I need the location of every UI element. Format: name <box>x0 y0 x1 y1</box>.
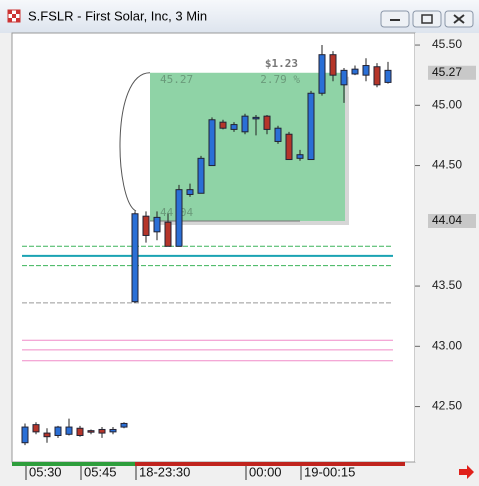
y-tick-label: 43.00 <box>432 338 462 352</box>
candle-body <box>373 66 381 86</box>
candle-body <box>318 54 326 94</box>
candle-body <box>208 119 216 167</box>
y-tick-label: 43.50 <box>432 278 462 292</box>
measure-change: $1.23 <box>265 57 298 70</box>
candle-body <box>230 124 238 130</box>
candle-body <box>43 432 51 438</box>
candle-body <box>164 221 172 247</box>
candle-body <box>307 92 315 161</box>
candle-body <box>285 133 293 161</box>
candle-body <box>87 430 95 433</box>
candle-body <box>263 115 271 130</box>
candle-body <box>384 69 392 83</box>
price-marker-label: 44.04 <box>432 213 462 227</box>
y-tick-label: 44.50 <box>432 158 462 172</box>
candle-body <box>175 189 183 247</box>
candle-body <box>340 69 348 86</box>
y-tick-label: 45.50 <box>432 37 462 51</box>
candle-body <box>351 68 359 75</box>
y-tick-label: 45.00 <box>432 97 462 111</box>
x-tick-label: 19-00:15 <box>304 464 355 479</box>
y-axis-panel <box>415 33 479 462</box>
restore-button[interactable] <box>412 10 442 28</box>
candle-body <box>109 428 117 433</box>
candle-body <box>54 426 62 436</box>
candle-body <box>296 154 304 159</box>
session-bar <box>12 462 135 466</box>
app-icon <box>7 9 21 23</box>
candle-body <box>120 422 128 428</box>
candle-body <box>186 189 194 195</box>
x-tick-label: 05:30 <box>29 464 62 479</box>
y-tick-label: 42.50 <box>432 399 462 413</box>
measure-arc <box>119 72 151 212</box>
close-button[interactable] <box>444 10 474 28</box>
x-tick-label: 18-23:30 <box>139 464 190 479</box>
measure-percent: 2.79 % <box>260 73 300 86</box>
price-marker <box>428 65 476 80</box>
measure-top-label: 45.27 <box>160 73 193 86</box>
candle-body <box>65 426 73 435</box>
candle-body <box>32 424 40 433</box>
window-title: S.FSLR - First Solar, Inc, 3 Min <box>28 8 207 23</box>
candle-body <box>142 215 150 236</box>
candle-body <box>274 127 282 142</box>
candle-body <box>98 428 106 434</box>
price-marker-label: 45.27 <box>432 65 462 79</box>
minimize-button[interactable] <box>380 10 410 28</box>
candle-body <box>329 54 337 76</box>
candle-body <box>241 115 249 133</box>
candle-body <box>153 216 161 233</box>
candle-body <box>21 426 29 444</box>
candle-body <box>362 65 370 76</box>
candle-body <box>76 427 84 436</box>
candle-body <box>252 116 260 120</box>
x-tick-label: 05:45 <box>84 464 117 479</box>
candle-body <box>219 121 227 129</box>
session-bar <box>135 462 405 466</box>
candle-body <box>131 213 139 303</box>
scroll-arrow[interactable] <box>459 465 474 479</box>
price-marker <box>428 213 476 228</box>
candle-body <box>197 157 205 194</box>
x-tick-label: 00:00 <box>249 464 282 479</box>
